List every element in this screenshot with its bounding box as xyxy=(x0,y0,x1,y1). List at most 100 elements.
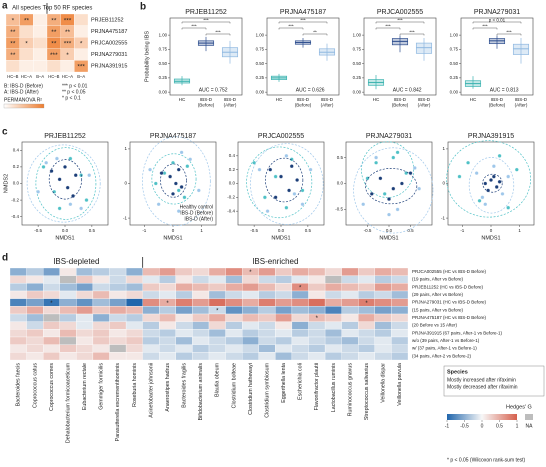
heatmap-cell xyxy=(275,306,293,315)
heatmap-cell xyxy=(242,321,259,330)
heatmap-cell xyxy=(92,313,110,322)
point xyxy=(284,153,289,158)
heatmap-cell xyxy=(92,329,110,338)
point xyxy=(295,178,300,182)
comparison-label: *** xyxy=(482,24,488,29)
heatmap-cell xyxy=(43,352,60,361)
plot-title: PRJNA279031 xyxy=(474,9,520,16)
heatmap-cell xyxy=(109,306,127,315)
point xyxy=(185,164,190,169)
heatmap-cell xyxy=(175,283,193,292)
heatmap-cell xyxy=(125,313,143,322)
heatmap-cell xyxy=(5,60,20,73)
comparison-bracket xyxy=(399,33,425,36)
group-ellipse xyxy=(353,147,434,234)
row-label: PRJNA475187 (HC vs IBS-D Before) xyxy=(412,315,487,320)
significance-star: ** xyxy=(51,41,57,48)
x-tick-label: -0.5 xyxy=(364,228,372,233)
heatmap-cell xyxy=(258,306,276,315)
legend-item: Mostly decreased after rifaximin xyxy=(447,384,518,390)
significance-star: *** xyxy=(64,17,72,24)
heatmap-cell xyxy=(225,321,243,330)
x-tick-label: 1 xyxy=(200,228,203,233)
y-tick-label: 0.2 xyxy=(229,167,236,172)
point xyxy=(171,191,175,196)
heatmap-cell xyxy=(76,321,94,330)
plot-title: PRJNA475187 xyxy=(150,133,196,140)
point xyxy=(374,160,379,165)
significance-star: *** xyxy=(50,52,58,59)
heatmap-cell xyxy=(192,344,210,353)
point xyxy=(387,212,391,217)
heatmap-cell xyxy=(225,283,243,292)
heatmap-cell xyxy=(125,290,143,299)
heatmap-cell xyxy=(26,313,44,322)
heatmap-cell xyxy=(208,267,226,276)
group-ellipse xyxy=(361,141,415,198)
heatmap-cell xyxy=(374,267,392,276)
point xyxy=(54,156,59,161)
heatmap-cell xyxy=(258,283,276,292)
heatmap-cell xyxy=(59,313,77,322)
group-ellipse xyxy=(482,173,503,193)
column-label: Gemmiger formicilis xyxy=(99,363,105,410)
comparison-label: *** xyxy=(506,30,512,35)
column-group-label: IBS-enriched xyxy=(252,257,298,266)
x-tick-label: IBS-D xyxy=(224,97,237,102)
point xyxy=(265,209,270,214)
x-tick-label: (Before) xyxy=(198,103,215,108)
heatmap-cell xyxy=(291,267,309,276)
point xyxy=(300,202,305,207)
colorbar xyxy=(3,103,45,109)
heatmap-cell xyxy=(308,344,326,353)
x-tick-label: IBS-D xyxy=(515,97,528,102)
x-tick-label: IBS-D xyxy=(297,97,310,102)
heatmap-cell xyxy=(208,275,226,284)
y-tick-label: 0.75 xyxy=(450,47,459,52)
row-label: PRJCA002555 xyxy=(91,40,127,46)
heatmap-cell xyxy=(109,275,127,284)
comparison-label: *** xyxy=(397,18,403,23)
heatmap-cell xyxy=(33,48,48,61)
heatmap-cell xyxy=(59,321,77,330)
heatmap-cell xyxy=(258,313,276,322)
column-label: Eubacterium rectale xyxy=(82,363,88,410)
significance-star: * xyxy=(12,17,15,24)
heatmap-cell xyxy=(258,329,276,338)
column-label: HC–B xyxy=(48,74,59,79)
heatmap-cell xyxy=(275,321,293,330)
p-legend-text: *** p < 0.01 xyxy=(62,83,88,89)
heatmap-cell xyxy=(159,321,176,330)
point xyxy=(287,188,292,193)
heatmap-cell xyxy=(92,336,110,345)
row-label: PRJNA391915 (67 pairs, After-1 vs Before… xyxy=(412,330,503,335)
heatmap-cell xyxy=(291,298,309,307)
y-tick-label: 0.25 xyxy=(256,75,265,80)
point xyxy=(412,165,417,170)
heatmap-cell xyxy=(258,290,276,299)
point xyxy=(179,150,184,155)
heatmap-cell xyxy=(76,313,94,322)
heatmap-cell xyxy=(192,336,210,345)
comparison-label: p < 0.01 xyxy=(489,18,506,23)
column-label: Clostridium symbiosum xyxy=(264,362,270,417)
column-label: HC–A xyxy=(62,74,73,79)
heatmap-cell xyxy=(159,306,176,315)
heatmap-cell xyxy=(208,336,226,345)
row-label: w/o (39 pairs, After-1 vs Before-1) xyxy=(412,338,480,343)
point xyxy=(500,191,505,196)
column-label: Bacteroides faecis xyxy=(16,363,22,407)
y-tick-label: 0.0 xyxy=(13,181,20,186)
x-tick-label: HC xyxy=(470,97,477,102)
heatmap-cell xyxy=(19,60,34,73)
column-label: Flavonifractor plautii xyxy=(314,363,320,410)
heatmap-cell xyxy=(242,352,259,361)
heatmap-cell xyxy=(391,267,409,276)
heatmap-cell xyxy=(258,298,276,307)
heatmap-cell xyxy=(33,37,48,49)
heatmap-cell xyxy=(76,344,94,353)
point xyxy=(491,174,496,179)
row-label: PRJEB11252 (HC vs IBS-D Before) xyxy=(412,284,483,289)
group-ellipse xyxy=(365,168,418,205)
